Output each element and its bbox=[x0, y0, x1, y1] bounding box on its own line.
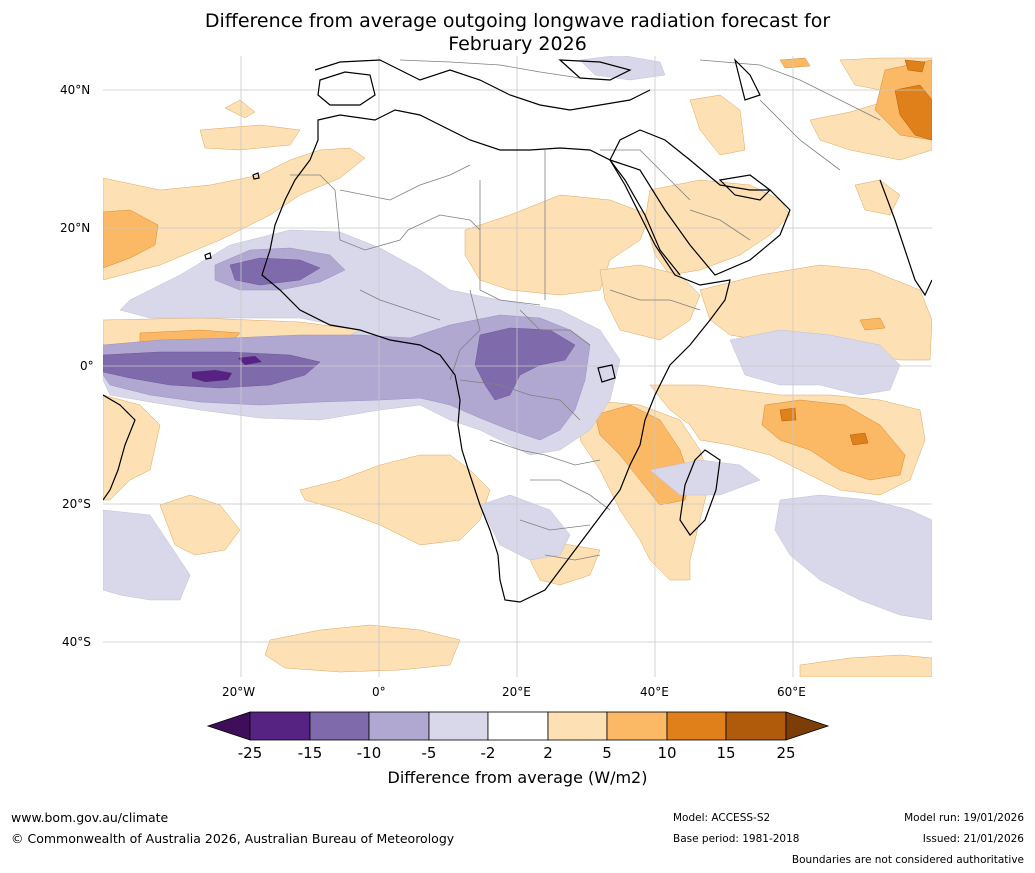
colorbar-extend-low bbox=[208, 712, 250, 740]
colorbar-segment bbox=[429, 712, 488, 740]
colorbar-tick: -10 bbox=[349, 744, 389, 762]
footer-model: Model: ACCESS-S2 bbox=[673, 812, 770, 824]
colorbar-segment bbox=[667, 712, 726, 740]
colorbar-extend-high bbox=[786, 712, 828, 740]
colorbar bbox=[0, 0, 1035, 873]
colorbar-tick: 2 bbox=[528, 744, 568, 762]
footer-issued: Issued: 21/01/2026 bbox=[923, 833, 1024, 845]
colorbar-segment bbox=[369, 712, 429, 740]
colorbar-segment bbox=[726, 712, 786, 740]
colorbar-segment bbox=[548, 712, 607, 740]
colorbar-tick: -5 bbox=[409, 744, 449, 762]
colorbar-tick: 5 bbox=[587, 744, 627, 762]
footer-model-run: Model run: 19/01/2026 bbox=[904, 812, 1024, 824]
colorbar-tick: -25 bbox=[230, 744, 270, 762]
colorbar-segment bbox=[488, 712, 548, 740]
colorbar-tick: 25 bbox=[766, 744, 806, 762]
colorbar-tick: -2 bbox=[468, 744, 508, 762]
colorbar-tick: -15 bbox=[290, 744, 330, 762]
footer-website: www.bom.gov.au/climate bbox=[11, 810, 168, 825]
footer-copyright: © Commonwealth of Australia 2026, Austra… bbox=[11, 831, 454, 846]
colorbar-segment bbox=[250, 712, 310, 740]
colorbar-tick: 15 bbox=[706, 744, 746, 762]
colorbar-segment bbox=[310, 712, 369, 740]
colorbar-segment bbox=[607, 712, 667, 740]
colorbar-tick: 10 bbox=[647, 744, 687, 762]
footer-base-period: Base period: 1981-2018 bbox=[673, 833, 799, 845]
footer-disclaimer: Boundaries are not considered authoritat… bbox=[792, 854, 1024, 866]
colorbar-label: Difference from average (W/m2) bbox=[0, 768, 1035, 787]
